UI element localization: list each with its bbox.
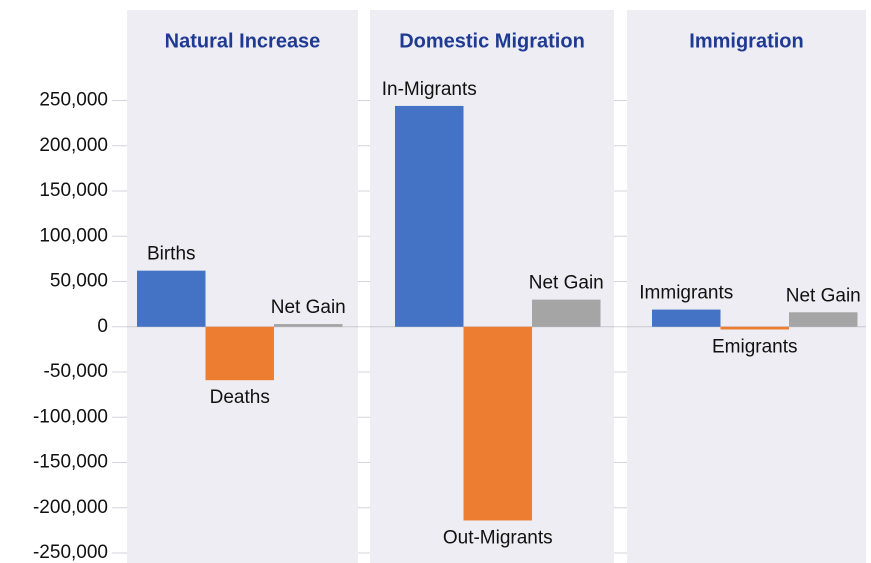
bar-label: In-Migrants — [382, 79, 477, 100]
bar — [789, 312, 858, 327]
bar-label: Immigrants — [639, 283, 733, 304]
panel-title: Immigration — [689, 30, 803, 52]
bar — [463, 326, 532, 521]
y-tick-label: -150,000 — [33, 452, 108, 473]
bar-label: Net Gain — [271, 297, 346, 318]
bar — [274, 324, 343, 327]
bar-label: Deaths — [210, 387, 270, 408]
bar-label: Out-Migrants — [443, 527, 553, 548]
panel-title: Domestic Migration — [399, 30, 585, 52]
panel-title: Natural Increase — [165, 30, 321, 52]
bar — [395, 105, 464, 327]
bar — [652, 309, 721, 327]
bar — [532, 299, 601, 327]
bar-label: Net Gain — [529, 273, 604, 294]
panel — [627, 10, 866, 563]
y-tick-label: -50,000 — [44, 361, 108, 382]
y-tick-label: -100,000 — [33, 406, 108, 427]
y-tick-label: 100,000 — [39, 225, 108, 246]
bar — [720, 326, 789, 330]
bar — [137, 270, 206, 327]
y-tick-label: 250,000 — [39, 90, 108, 111]
y-tick-label: 50,000 — [50, 271, 108, 292]
bar — [205, 326, 274, 381]
y-tick-label: 200,000 — [39, 135, 108, 156]
bar-label: Births — [147, 244, 196, 265]
y-tick-label: -250,000 — [33, 542, 108, 563]
y-tick-label: -200,000 — [33, 497, 108, 518]
y-tick-label: 0 — [97, 316, 108, 337]
y-tick-label: 150,000 — [39, 180, 108, 201]
bar-label: Emigrants — [712, 337, 798, 358]
bar-label: Net Gain — [786, 285, 861, 306]
